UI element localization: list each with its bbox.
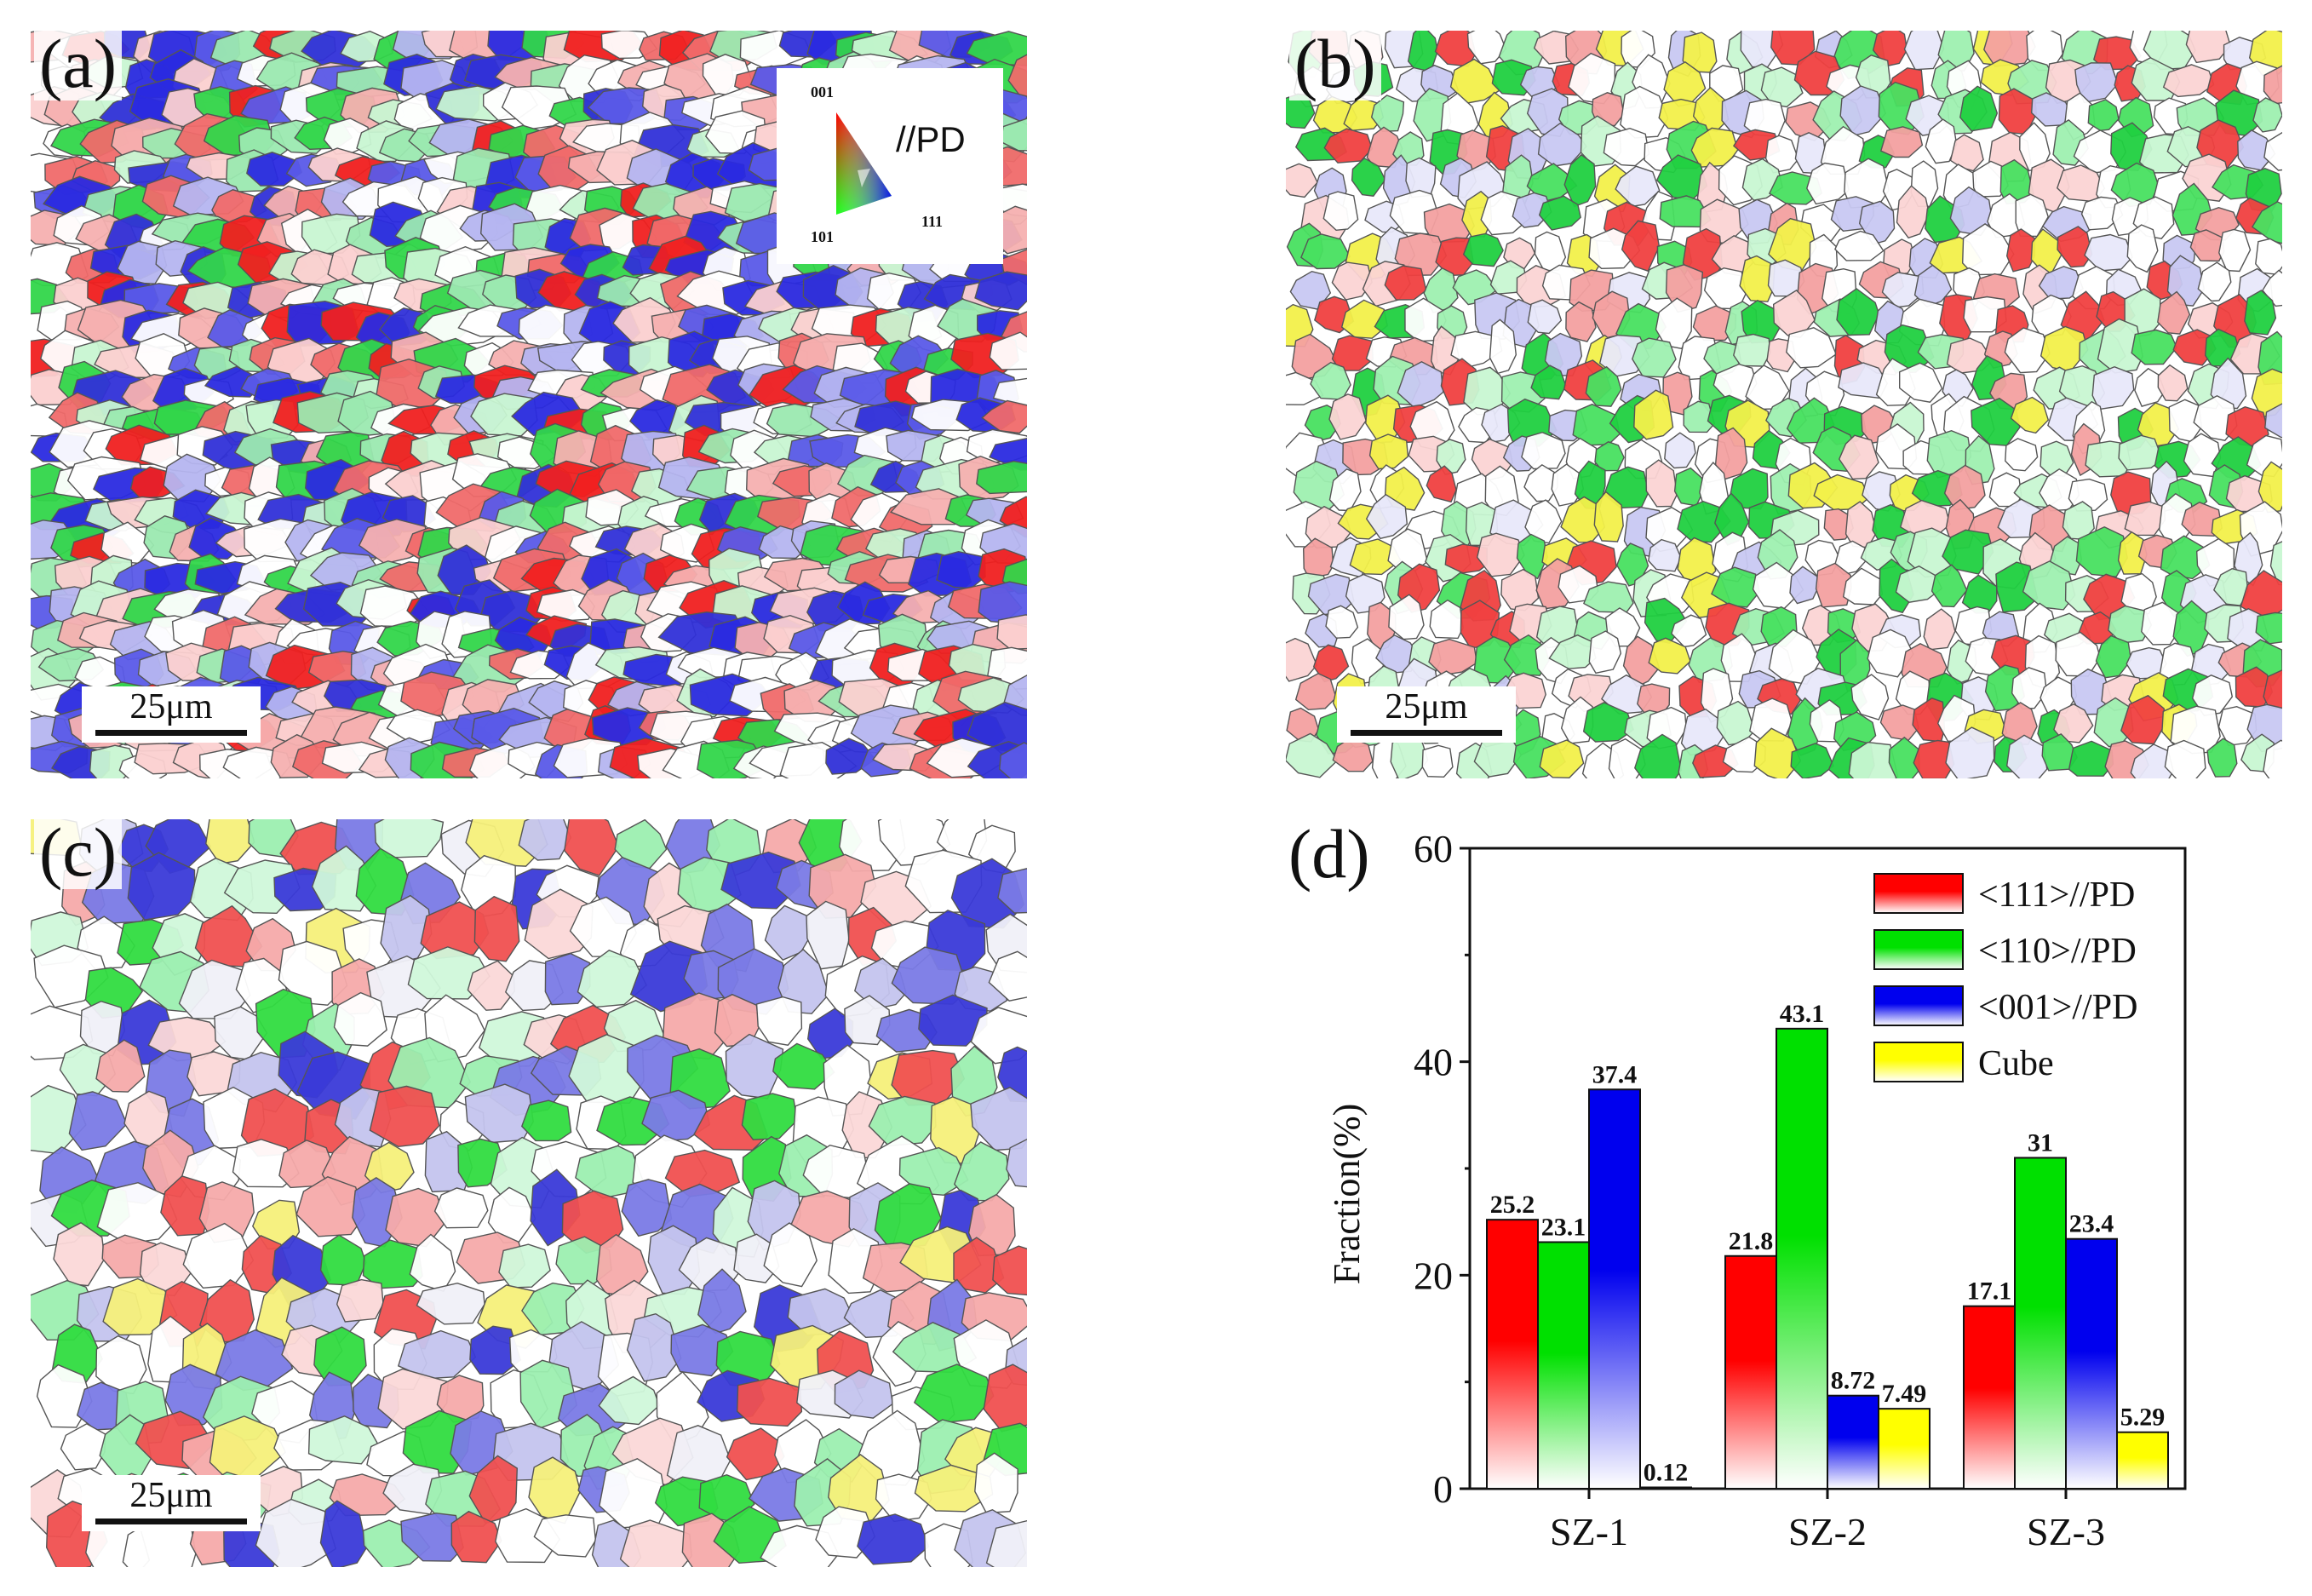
scale-bar-line-b xyxy=(1351,730,1502,736)
bar-SZ-3-3 xyxy=(2116,1431,2169,1490)
y-tick-label: 0 xyxy=(1433,1467,1453,1511)
ipf-grain-map-c xyxy=(31,819,1027,1567)
bar-SZ-1-0 xyxy=(1486,1219,1539,1490)
legend-label: <111>//PD xyxy=(1978,876,2135,915)
bar-value-label: 8.72 xyxy=(1831,1367,1876,1395)
scale-bar-b: 25μm xyxy=(1337,686,1516,743)
ipf-grain-map-b xyxy=(1286,31,2282,778)
x-tick-label: SZ-2 xyxy=(1788,1510,1867,1553)
bar-SZ-1-2 xyxy=(1588,1088,1641,1490)
bar-value-label: 17.1 xyxy=(1967,1277,2012,1306)
y-axis-label: Fraction(%) xyxy=(1326,1104,1368,1285)
ipf-color-key: 001 101 111 //PD xyxy=(777,68,1003,264)
bar-SZ-2-2 xyxy=(1827,1394,1879,1490)
x-tick-label: SZ-3 xyxy=(2027,1510,2105,1553)
bar-SZ-2-0 xyxy=(1724,1254,1777,1490)
ebsd-map-a: (a) 001 101 111 //PD 25μm xyxy=(31,31,1027,778)
panel-label-b: (b) xyxy=(1289,31,1381,101)
x-tick-label: SZ-1 xyxy=(1550,1510,1628,1553)
ipf-label-111: 111 xyxy=(921,213,944,230)
y-tick-label: 60 xyxy=(1414,827,1453,870)
y-tick-label: 20 xyxy=(1414,1254,1453,1297)
bar-value-label: 43.1 xyxy=(1780,1000,1825,1028)
y-tick-label: 40 xyxy=(1414,1041,1453,1084)
panel-label-d: (d) xyxy=(1288,815,1370,893)
bar-SZ-1-3 xyxy=(1639,1486,1692,1490)
ipf-triangle-icon xyxy=(836,112,892,215)
scale-bar-text-a: 25μm xyxy=(129,687,213,726)
ipf-label-001: 001 xyxy=(811,83,834,100)
ebsd-map-b: (b) 25μm xyxy=(1286,31,2282,778)
ebsd-map-c: (c) 25μm xyxy=(31,819,1027,1567)
bar-value-label: 7.49 xyxy=(1882,1380,1927,1408)
bar-SZ-2-1 xyxy=(1776,1027,1828,1490)
bar-value-label: 37.4 xyxy=(1592,1060,1638,1088)
legend-swatch xyxy=(1873,985,1964,1026)
bar-value-label: 23.4 xyxy=(2069,1210,2114,1238)
scale-bar-text-b: 25μm xyxy=(1385,687,1468,726)
legend-label: <001>//PD xyxy=(1978,988,2137,1027)
bar-SZ-3-2 xyxy=(2065,1237,2118,1490)
scale-bar-line-a xyxy=(95,730,247,736)
scale-bar-a: 25μm xyxy=(82,686,261,743)
legend-label: <110>//PD xyxy=(1978,932,2137,971)
texture-fraction-chart: 0 20 40 60 Fraction(%) 25.223.1 37.4 0.12 SZ-1 21… xyxy=(1326,827,2187,1553)
legend-swatch xyxy=(1873,1042,1964,1082)
bar-value-label: 31 xyxy=(2028,1128,2053,1157)
bar-SZ-1-1 xyxy=(1537,1241,1590,1490)
ipf-direction-label: //PD xyxy=(896,119,966,159)
ipf-label-101: 101 xyxy=(811,228,834,245)
bar-value-label: 21.8 xyxy=(1729,1227,1774,1255)
scale-bar-text-c: 25μm xyxy=(129,1476,213,1515)
bar-value-label: 25.2 xyxy=(1490,1191,1535,1219)
bar-value-label: 23.1 xyxy=(1541,1213,1586,1241)
panel-label-c: (c) xyxy=(34,819,123,890)
bar-SZ-2-3 xyxy=(1878,1408,1930,1490)
legend-swatch xyxy=(1873,929,1964,970)
bar-SZ-3-1 xyxy=(2014,1157,2067,1490)
bar-value-label: 0.12 xyxy=(1644,1458,1689,1486)
scale-bar-line-c xyxy=(95,1518,247,1524)
panel-label-a: (a) xyxy=(34,31,123,101)
bar-value-label: 5.29 xyxy=(2120,1404,2166,1432)
legend-label: Cube xyxy=(1978,1044,2054,1083)
scale-bar-c: 25μm xyxy=(82,1475,261,1531)
legend-swatch xyxy=(1873,873,1964,914)
bar-SZ-3-0 xyxy=(1963,1305,2016,1490)
